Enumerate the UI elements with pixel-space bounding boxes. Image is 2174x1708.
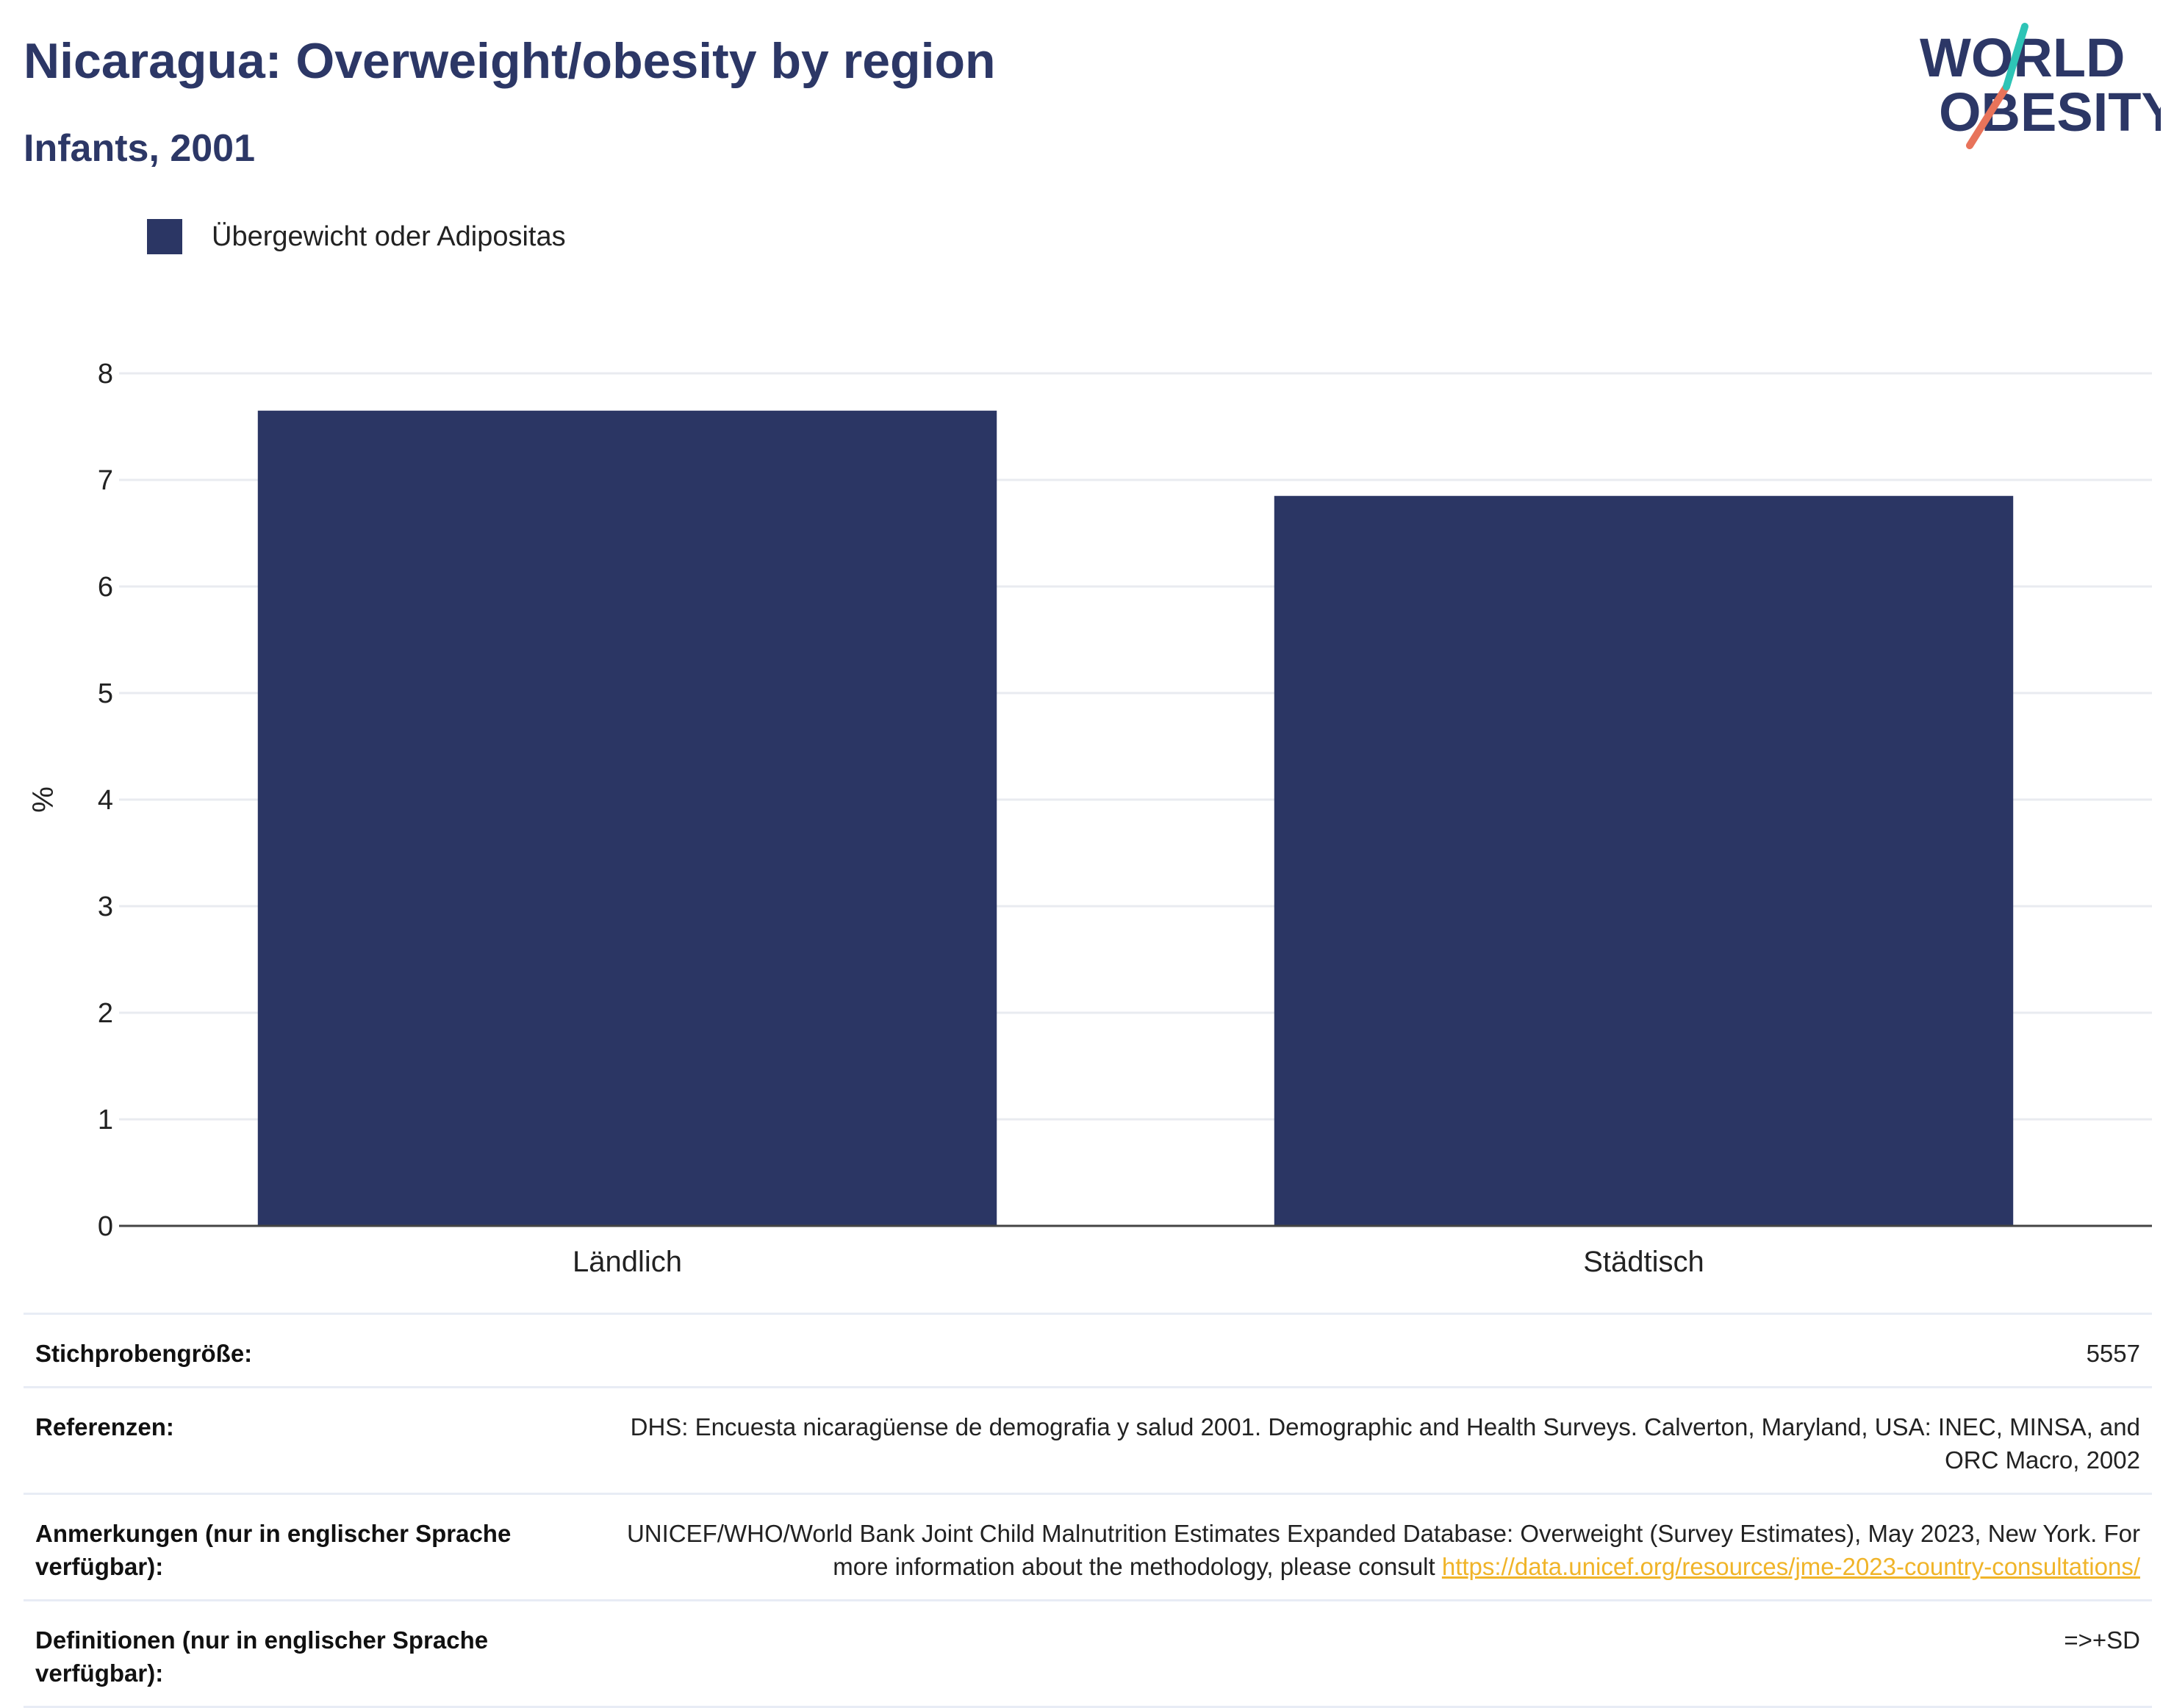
info-row-definitions: Definitionen (nur in englischer Sprache … — [24, 1601, 2152, 1708]
x-tick-label: Ländlich — [573, 1246, 682, 1278]
info-value: DHS: Encuesta nicaragüense de demografia… — [630, 1413, 2140, 1474]
y-tick-label: 1 — [98, 1105, 113, 1135]
world-obesity-logo: WORLD OBESITY — [1920, 23, 2161, 149]
info-row-references: Referenzen: DHS: Encuesta nicaragüense d… — [24, 1388, 2152, 1495]
y-tick-label: 7 — [98, 465, 113, 496]
y-tick-label: 5 — [98, 678, 113, 709]
y-tick-label: 2 — [98, 998, 113, 1029]
bar — [257, 410, 997, 1226]
page-title: Nicaragua: Overweight/obesity by region — [24, 33, 996, 89]
legend-swatch — [147, 219, 182, 254]
info-key: Definitionen (nur in englischer Sprache … — [35, 1626, 489, 1687]
bar — [1274, 495, 2014, 1226]
y-axis-label: % — [27, 786, 60, 813]
x-tick-label: Städtisch — [1583, 1246, 1704, 1278]
logo-line2: OBESITY — [1939, 82, 2161, 143]
methodology-link[interactable]: https://data.unicef.org/resources/jme-20… — [1441, 1553, 2140, 1580]
y-tick-label: 8 — [98, 359, 113, 390]
y-tick-label: 3 — [98, 891, 113, 922]
info-value-text: UNICEF/WHO/World Bank Joint Child Malnut… — [626, 1520, 2140, 1580]
logo-slash-coral — [1966, 83, 2010, 149]
info-key: Stichprobengröße: — [35, 1340, 253, 1367]
info-value: UNICEF/WHO/World Bank Joint Child Malnut… — [564, 1517, 2140, 1583]
legend-label: Übergewicht oder Adipositas — [212, 220, 566, 252]
page-subtitle: Infants, 2001 — [24, 127, 256, 170]
info-row-notes: Anmerkungen (nur in englischer Sprache v… — [24, 1495, 2152, 1601]
y-tick-label: 4 — [98, 785, 113, 816]
info-value: 5557 — [2086, 1340, 2140, 1367]
bar-chart: 0 1 2 3 4 5 6 7 8% Ländlich Städtisch — [27, 359, 2152, 1278]
info-value: =>+SD — [2064, 1626, 2140, 1654]
legend: Übergewicht oder Adipositas — [147, 218, 566, 256]
info-key: Anmerkungen (nur in englischer Sprache v… — [35, 1520, 512, 1580]
y-tick-label: 0 — [98, 1211, 113, 1242]
logo-slash-teal — [2003, 23, 2028, 90]
y-tick-label: 6 — [98, 572, 113, 603]
info-key: Referenzen: — [35, 1413, 174, 1440]
info-table: Stichprobengröße: 5557 Referenzen: DHS: … — [24, 1313, 2152, 1708]
info-row-sample-size: Stichprobengröße: 5557 — [24, 1315, 2152, 1388]
